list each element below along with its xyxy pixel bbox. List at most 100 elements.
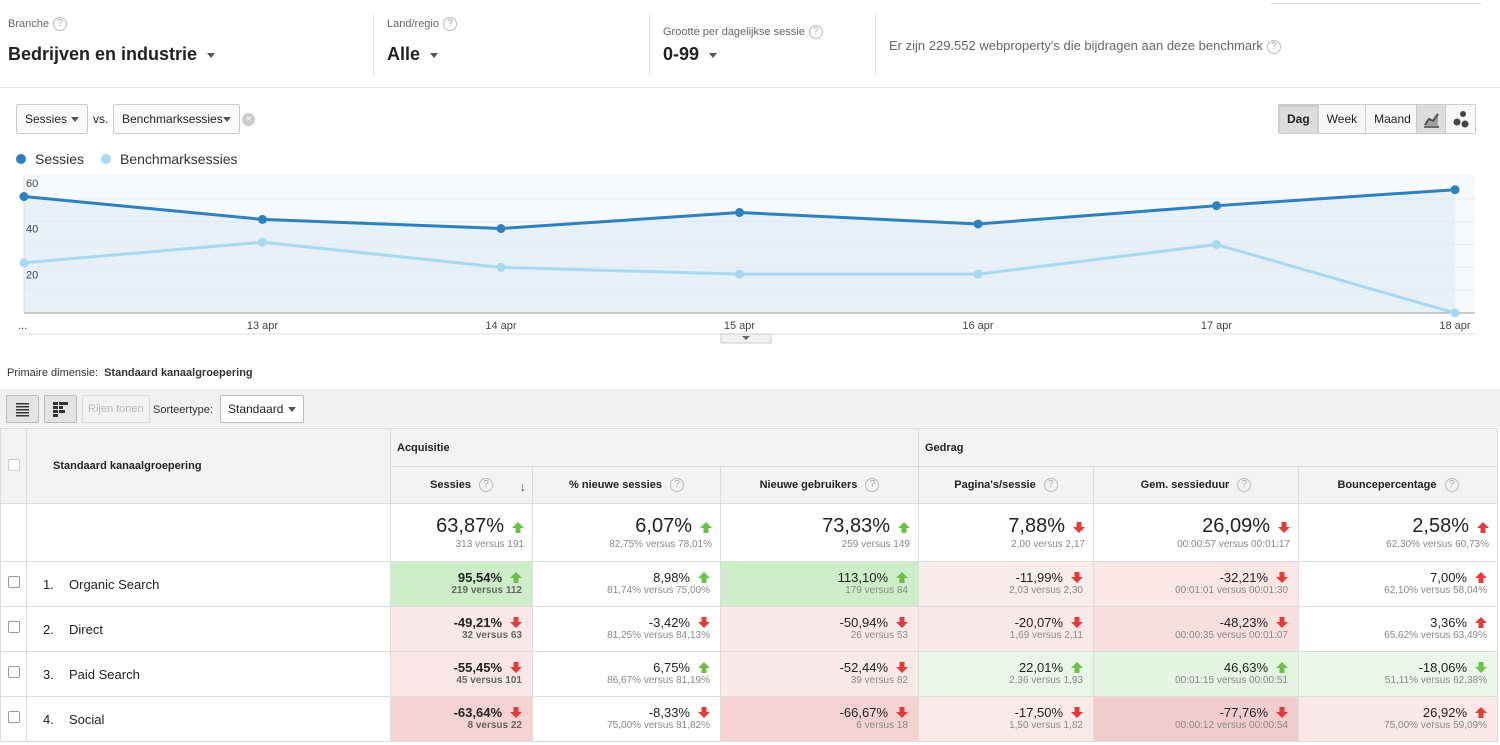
x-tick-label: 15 apr	[724, 320, 756, 332]
arrow-up-icon	[898, 522, 910, 533]
channel-link[interactable]: Organic Search	[69, 576, 160, 592]
totals-comparison: 62,30% versus 60,73%	[1386, 539, 1489, 550]
data-point	[1450, 185, 1460, 195]
column-header[interactable]: Sessies? ↓	[390, 466, 533, 504]
chevron-down-icon	[71, 117, 79, 122]
totals-cell: 2,58% 62,30% versus 60,73%	[1298, 503, 1498, 562]
totals-cell: 73,83% 259 versus 149	[720, 503, 919, 562]
metric-comparison: 1,50 versus 1,82	[1009, 720, 1083, 731]
sort-descending-icon[interactable]: ↓	[519, 479, 527, 494]
legend-item-benchmark[interactable]: Benchmarksessies	[101, 151, 238, 167]
metric-value: 6,75%	[653, 660, 690, 675]
table-header-groups: Standaard kanaalgroepering Acquisitie Ge…	[0, 428, 1498, 504]
metric-comparison: 81,25% versus 84,13%	[607, 630, 710, 641]
help-icon[interactable]: ?	[1237, 478, 1252, 492]
column-header[interactable]: Pagina's/sessie?	[918, 466, 1094, 504]
channel-link[interactable]: Paid Search	[69, 666, 140, 682]
dimension-header[interactable]: Standaard kanaalgroepering	[26, 428, 391, 504]
row-checkbox[interactable]	[7, 576, 20, 588]
chevron-down-icon	[288, 407, 296, 412]
metric-comparison: 8 versus 22	[467, 720, 523, 731]
metric-value: -77,76%	[1219, 705, 1268, 720]
help-icon[interactable]: ?	[1043, 478, 1058, 492]
metric-value: -52,44%	[839, 660, 888, 675]
metric-cell: 3,36% 65,62% versus 63,49%	[1298, 606, 1498, 652]
grootte-value: 0-99	[663, 44, 700, 64]
vs-label: vs.	[93, 112, 109, 126]
row-select-cell	[0, 606, 27, 652]
metric-cell: 22,01% 2,36 versus 1,93	[918, 651, 1094, 697]
x-tick-label: 13 apr	[247, 320, 279, 332]
channel-link[interactable]: Direct	[69, 621, 103, 637]
help-icon[interactable]: ?	[478, 478, 493, 492]
select-all-checkbox[interactable]	[7, 458, 20, 471]
metric-comparison: 75,00% versus 81,82%	[607, 720, 710, 731]
metric-select[interactable]: Sessies	[16, 104, 88, 134]
grootte-label: Grootte per dagelijkse sessie	[663, 25, 805, 38]
compare-metric-select[interactable]: Benchmarksessies	[113, 104, 240, 134]
totals-value: 26,09%	[1202, 515, 1270, 537]
metric-cell: -50,94% 26 versus 53	[720, 606, 919, 652]
column-header[interactable]: % nieuwe sessies?	[532, 466, 721, 504]
sort-type-select[interactable]: Standaard	[220, 395, 304, 423]
arrow-up-icon	[896, 572, 908, 583]
metric-cell: -18,06% 51,11% versus 62,38%	[1298, 651, 1498, 697]
help-icon[interactable]: ?	[52, 17, 67, 31]
column-header-label: Sessies	[430, 478, 471, 491]
chevron-down-icon	[709, 52, 718, 58]
table-view-button[interactable]	[6, 395, 39, 423]
divider	[1271, 3, 1481, 4]
arrow-down-icon	[510, 707, 522, 718]
metric-value: 3,36%	[1430, 615, 1467, 630]
help-icon[interactable]: ?	[865, 478, 880, 492]
totals-comparison: 313 versus 191	[455, 539, 524, 550]
data-point	[973, 219, 983, 229]
metric-cell: -3,42% 81,25% versus 84,13%	[532, 606, 721, 652]
primary-dimension-label: Primaire dimensie:	[7, 367, 99, 379]
column-header-label: Bouncepercentage	[1337, 478, 1437, 491]
table-view-icon	[16, 403, 29, 417]
channel-link[interactable]: Social	[69, 711, 105, 727]
line-chart-button[interactable]	[1417, 105, 1446, 133]
metric-cell: -77,76% 00:00:12 versus 00:00:54	[1093, 696, 1299, 742]
totals-row: 63,87% 313 versus 191 6,07% 82,75% versus 7…	[0, 503, 1498, 562]
totals-empty-cell	[0, 503, 27, 562]
column-header[interactable]: Bouncepercentage?	[1298, 466, 1498, 504]
help-icon[interactable]: ?	[669, 478, 684, 492]
metric-cell: 7,00% 62,10% versus 58,04%	[1298, 561, 1498, 607]
remove-compare-icon[interactable]: ×	[242, 113, 255, 126]
metric-value: -63,64%	[453, 705, 502, 720]
x-tick-label: 14 apr	[485, 320, 517, 332]
row-checkbox[interactable]	[7, 711, 20, 723]
totals-cell: 26,09% 00:00:57 versus 00:01:17	[1093, 503, 1299, 562]
help-icon[interactable]: ?	[1266, 39, 1281, 54]
arrow-down-icon	[1278, 522, 1290, 533]
line-chart-icon	[1424, 113, 1439, 128]
chevron-down-icon	[430, 52, 439, 58]
motion-chart-button[interactable]	[1446, 105, 1475, 133]
arrow-up-icon	[698, 662, 710, 673]
help-icon[interactable]: ?	[1444, 478, 1459, 492]
row-name-cell: 2. Direct	[26, 606, 391, 652]
pivot-view-button[interactable]	[44, 395, 77, 423]
legend-item-sessies[interactable]: Sessies	[16, 151, 84, 167]
data-point	[1212, 240, 1221, 249]
help-icon[interactable]: ?	[808, 25, 823, 39]
column-header[interactable]: Nieuwe gebruikers?	[720, 466, 919, 504]
metric-comparison: 00:01:01 versus 00:01:30	[1175, 585, 1288, 596]
primary-dimension-value[interactable]: Standaard kanaalgroepering	[104, 367, 253, 379]
metric-value: -66,67%	[839, 705, 888, 720]
period-week-button[interactable]: Week	[1319, 105, 1367, 133]
period-day-button[interactable]: Dag	[1279, 105, 1319, 133]
help-icon[interactable]: ?	[443, 17, 457, 31]
row-checkbox[interactable]	[7, 666, 20, 678]
totals-comparison: 259 versus 149	[841, 539, 910, 550]
metric-select-value: Sessies	[25, 112, 68, 126]
row-checkbox[interactable]	[7, 621, 20, 633]
metric-cell: 46,63% 00:01:15 versus 00:00:51	[1093, 651, 1299, 697]
legend-dot	[101, 154, 111, 165]
show-rows-button[interactable]: Rijen tonen	[82, 395, 150, 423]
period-month-button[interactable]: Maand	[1374, 112, 1411, 126]
column-header[interactable]: Gem. sessieduur?	[1093, 466, 1299, 504]
arrow-down-icon	[1071, 707, 1083, 718]
